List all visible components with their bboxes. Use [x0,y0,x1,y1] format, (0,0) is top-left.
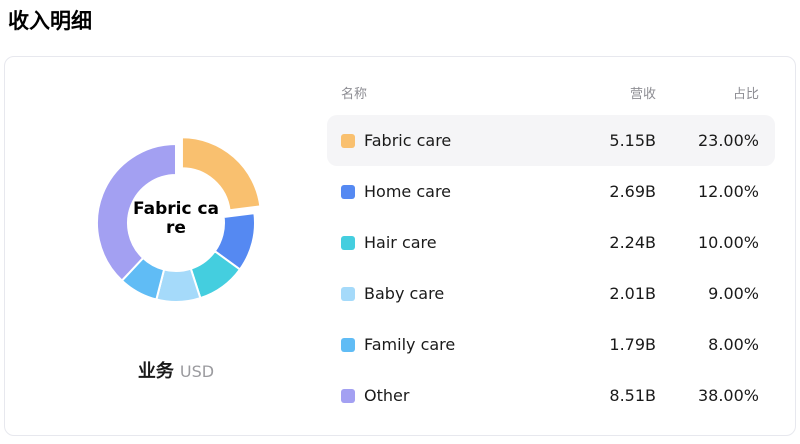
row-category-label: Home care [364,182,452,201]
row-category-label: Other [364,386,410,405]
row-revenue-value: 5.15B [609,131,656,150]
header-name: 名称 [341,86,368,102]
series-color-swatch [341,286,355,301]
table-row-baby-care[interactable]: Baby care 2.01B 9.00% [327,268,775,319]
header-share: 占比 [732,86,759,102]
donut-slice-fabric-care[interactable] [180,136,262,212]
header-revenue: 营收 [629,86,656,102]
table-row-hair-care[interactable]: Hair care 2.24B 10.00% [327,217,775,268]
table-header: 名称 营收 占比 [327,77,775,107]
row-share-value: 8.00% [708,335,759,354]
row-revenue-value: 2.01B [609,284,656,303]
row-share-value: 12.00% [697,182,759,201]
row-share-value: 38.00% [697,386,759,405]
row-share-value: 9.00% [708,284,759,303]
series-color-swatch [341,388,355,403]
series-color-swatch [341,184,355,199]
row-revenue-value: 1.79B [609,335,656,354]
donut-footer-unit: USD [179,362,215,381]
donut-center-label: Fabric care [132,199,219,238]
row-share-value: 23.00% [697,131,759,150]
donut-slice-other[interactable] [96,143,177,282]
revenue-card: Fabric care 业务 USD 名称 营收 占比 Fabric care 5… [4,56,796,436]
series-color-swatch [341,133,355,148]
donut-chart-svg [96,136,262,303]
row-category-label: Hair care [364,233,437,252]
row-category-label: Fabric care [364,131,452,150]
table-row-family-care[interactable]: Family care 1.79B 8.00% [327,319,775,370]
page-title: 收入明细 [8,9,92,33]
row-revenue-value: 2.69B [609,182,656,201]
table-row-other[interactable]: Other 8.51B 38.00% [327,370,775,421]
table-body: Fabric care 5.15B 23.00% Home care 2.69B… [327,115,775,421]
donut-footer: 业务 USD [76,357,276,383]
donut-footer-label: 业务 [137,361,174,382]
row-revenue-value: 8.51B [609,386,656,405]
row-category-label: Baby care [364,284,445,303]
table-row-fabric-care[interactable]: Fabric care 5.15B 23.00% [327,115,775,166]
series-color-swatch [341,337,355,352]
table-row-home-care[interactable]: Home care 2.69B 12.00% [327,166,775,217]
row-revenue-value: 2.24B [609,233,656,252]
row-category-label: Family care [364,335,456,354]
legend-table: 名称 营收 占比 Fabric care 5.15B 23.00% Home c… [327,77,775,421]
row-share-value: 10.00% [697,233,759,252]
series-color-swatch [341,235,355,250]
donut-chart [76,123,276,323]
